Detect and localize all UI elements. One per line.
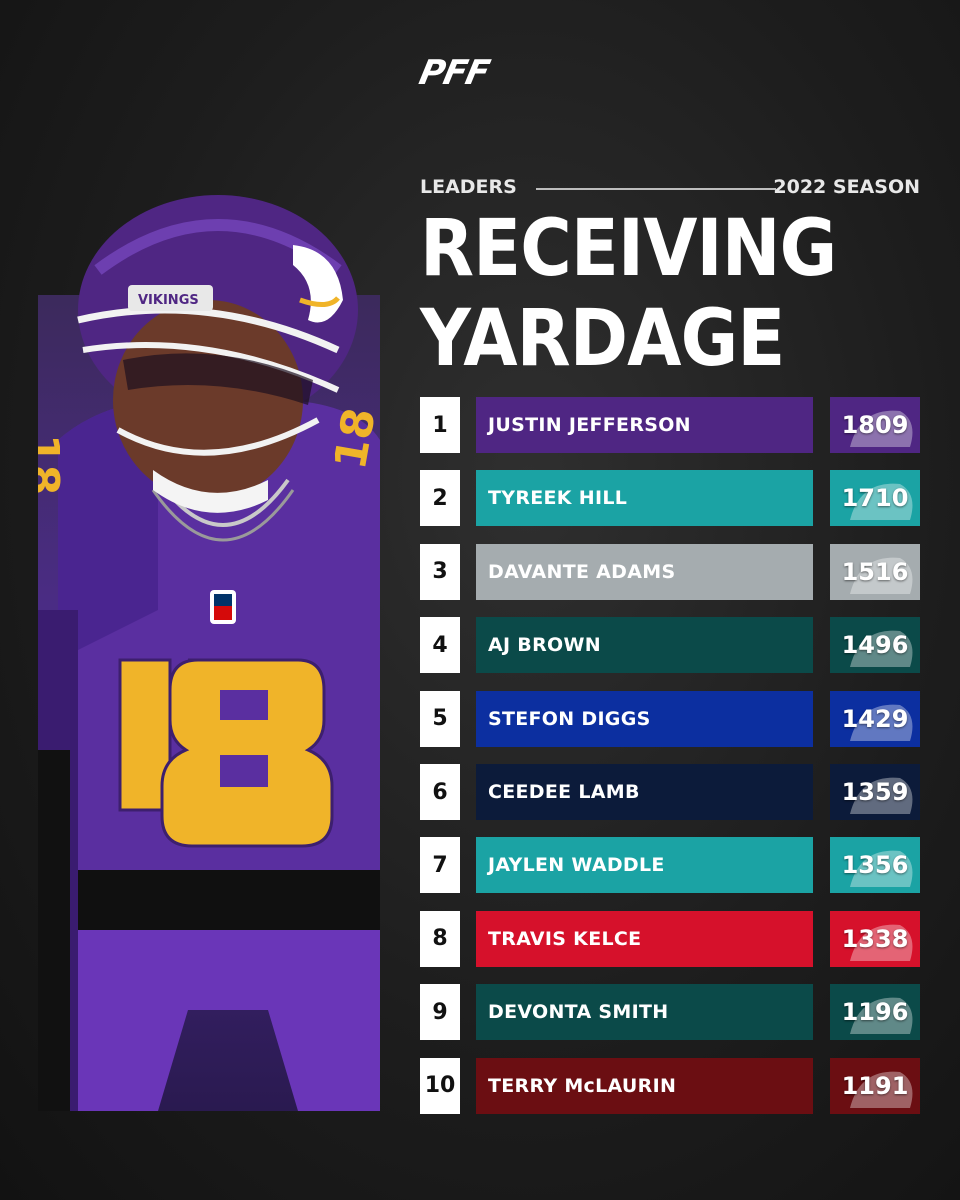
yards-value: 1196 [841, 998, 909, 1027]
player-name-bar: AJ BROWN [476, 617, 813, 674]
table-row: 9 DEVONTA SMITH 1196 [420, 984, 920, 1041]
chiefs-arrowhead-icon [850, 924, 913, 961]
yards-value: 1429 [841, 704, 909, 733]
yards-value: 1191 [841, 1071, 909, 1100]
rank-badge: 10 [420, 1057, 460, 1114]
yards-value-box: 1356 [830, 837, 920, 894]
player-name-bar: DAVANTE ADAMS [476, 543, 813, 600]
table-row: 5 STEFON DIGGS 1429 [420, 690, 920, 747]
player-name-bar: JAYLEN WADDLE [476, 837, 813, 894]
leaders-label: LEADERS [420, 176, 517, 198]
bills-logo-icon [850, 704, 913, 741]
yards-value: 1710 [841, 484, 909, 513]
table-row: 2 TYREEK HILL 1710 [420, 470, 920, 527]
table-row: 7 JAYLEN WADDLE 1356 [420, 837, 920, 894]
player-pants [78, 930, 380, 1111]
table-row: 4 AJ BROWN 1496 [420, 617, 920, 674]
yards-value: 1356 [841, 851, 909, 880]
header-row: LEADERS 2022 SEASON [420, 176, 920, 202]
vikings-helmet: VIKINGS [77, 195, 358, 513]
pff-logo: PFF [416, 53, 540, 93]
player-name-bar: DEVONTA SMITH [476, 984, 813, 1041]
dolphins-logo-icon [850, 484, 913, 521]
rank-badge: 5 [420, 690, 460, 747]
jersey-number-chest [118, 658, 334, 848]
commanders-w-icon [850, 1071, 913, 1108]
player-belt [78, 870, 380, 930]
svg-text:18: 18 [38, 434, 68, 495]
table-row: 10 TERRY McLAURIN 1191 [420, 1057, 920, 1114]
yards-value-box: 1809 [830, 397, 920, 453]
dolphins-logo-icon [850, 851, 913, 888]
cowboys-star-icon [850, 777, 913, 814]
rank-badge: 6 [420, 764, 460, 820]
player-name-bar: TRAVIS KELCE [476, 910, 813, 967]
rank-badge: 9 [420, 984, 460, 1041]
yards-value-box: 1191 [830, 1057, 920, 1114]
table-row: 6 CEEDEE LAMB 1359 [420, 764, 920, 820]
yards-value-box: 1338 [830, 910, 920, 967]
player-name-bar: STEFON DIGGS [476, 690, 813, 747]
table-row: 3 DAVANTE ADAMS 1516 [420, 543, 920, 600]
rank-badge: 2 [420, 470, 460, 527]
header-divider-line [536, 188, 776, 190]
player-photo: 18 18 VIKINGS [38, 195, 380, 1111]
yards-value: 1809 [841, 411, 909, 439]
yards-value-box: 1516 [830, 543, 920, 600]
yards-value-box: 1429 [830, 690, 920, 747]
rank-badge: 7 [420, 837, 460, 894]
pff-logo-text: PFF [415, 53, 493, 93]
raiders-shield-icon [850, 557, 913, 594]
eagles-logo-icon [850, 630, 913, 668]
yards-value-box: 1710 [830, 470, 920, 527]
player-name-bar: CEEDEE LAMB [476, 764, 813, 820]
player-name-bar: TERRY McLAURIN [476, 1057, 813, 1114]
title-line-1: RECEIVING [420, 204, 837, 294]
player-name-bar: JUSTIN JEFFERSON [476, 397, 813, 453]
title-line-2: YARDAGE [420, 294, 785, 384]
rank-badge: 4 [420, 617, 460, 674]
rank-badge: 8 [420, 910, 460, 967]
table-row: 8 TRAVIS KELCE 1338 [420, 910, 920, 967]
yards-value: 1359 [841, 778, 909, 806]
yards-value-box: 1359 [830, 764, 920, 820]
rank-badge: 3 [420, 543, 460, 600]
table-row: 1 JUSTIN JEFFERSON 1809 [420, 397, 920, 453]
player-name-bar: TYREEK HILL [476, 470, 813, 527]
season-label: 2022 SEASON [773, 176, 920, 198]
yards-value-box: 1496 [830, 617, 920, 674]
svg-text:18: 18 [325, 404, 380, 473]
vikings-helmet-icon [850, 410, 913, 447]
yards-value-box: 1196 [830, 984, 920, 1041]
yards-value: 1516 [841, 557, 909, 586]
chart-title: RECEIVING YARDAGE [420, 204, 888, 384]
player-arm-sleeve [38, 750, 70, 1111]
svg-text:VIKINGS: VIKINGS [138, 293, 199, 308]
yards-value: 1496 [841, 631, 909, 660]
yards-value: 1338 [841, 924, 909, 953]
eagles-logo-icon [850, 997, 913, 1035]
rank-badge: 1 [420, 397, 460, 453]
